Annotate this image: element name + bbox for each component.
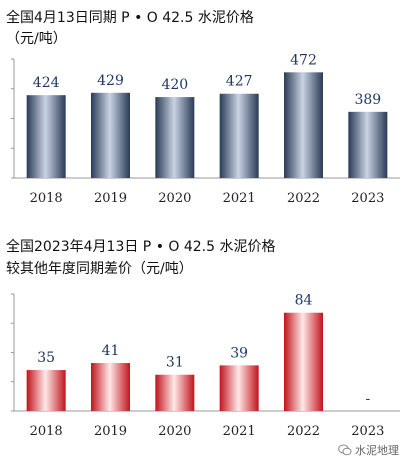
watermark: 水泥地理 — [338, 442, 399, 458]
data-label-2021: 427 — [226, 74, 253, 90]
data-label-2022: 84 — [295, 293, 313, 309]
x-tick-label-2021: 2021 — [223, 191, 256, 206]
x-tick-label-2019: 2019 — [94, 424, 127, 439]
x-tick-label-2019: 2019 — [94, 191, 127, 206]
x-tick-label-2020: 2020 — [158, 424, 191, 439]
chart1-title: 全国4月13日同期 P • O 42.5 水泥价格 — [6, 10, 254, 26]
chart2-title: 全国2023年4月13日 P • O 42.5 水泥价格 — [6, 239, 276, 255]
x-tick-label-2018: 2018 — [30, 424, 63, 439]
data-label-2021: 39 — [230, 345, 248, 361]
x-tick-label-2021: 2021 — [223, 424, 256, 439]
x-tick-label-2018: 2018 — [30, 191, 63, 206]
data-label-2018: 424 — [33, 75, 60, 91]
chart2-plot: 35 2018 41 2019 31 2020 39 2021 84 2022 - 2023 — [11, 293, 400, 439]
data-label-2022: 472 — [290, 52, 317, 68]
bar-2018 — [26, 95, 66, 178]
x-tick-label-2022: 2022 — [287, 424, 320, 439]
bar-2019 — [91, 363, 130, 411]
chart1-unit: （元/吨） — [6, 31, 67, 47]
data-label-2018: 35 — [37, 350, 55, 366]
x-tick-label-2020: 2020 — [158, 191, 191, 206]
bar-2023 — [348, 111, 388, 178]
x-tick-label-2022: 2022 — [287, 191, 320, 206]
data-label-2020: 31 — [166, 355, 184, 371]
chart1-plot: 424 2018 429 2019 420 2020 427 2021 472 2022 389 20… — [11, 52, 400, 206]
data-label-2023: 389 — [354, 92, 381, 108]
bar-2022 — [284, 72, 323, 178]
x-tick-label-2023: 2023 — [351, 424, 384, 439]
bar-2021 — [219, 365, 259, 411]
data-label-2019: 41 — [102, 343, 120, 359]
bar-2022 — [284, 312, 323, 411]
bar-2019 — [91, 92, 130, 178]
chart2-unit: 较其他年度同期差价（元/吨） — [6, 261, 193, 277]
data-label-2023: - — [365, 391, 370, 407]
x-tick-label-2023: 2023 — [351, 191, 384, 206]
data-label-2020: 420 — [161, 77, 188, 93]
bar-2018 — [26, 370, 66, 411]
bar-2020 — [155, 374, 195, 411]
data-label-2019: 429 — [97, 73, 124, 89]
watermark-text: 水泥地理 — [355, 444, 399, 457]
wechat-logo-icon — [338, 444, 352, 456]
bar-2021 — [219, 93, 259, 178]
bar-2020 — [155, 97, 195, 178]
